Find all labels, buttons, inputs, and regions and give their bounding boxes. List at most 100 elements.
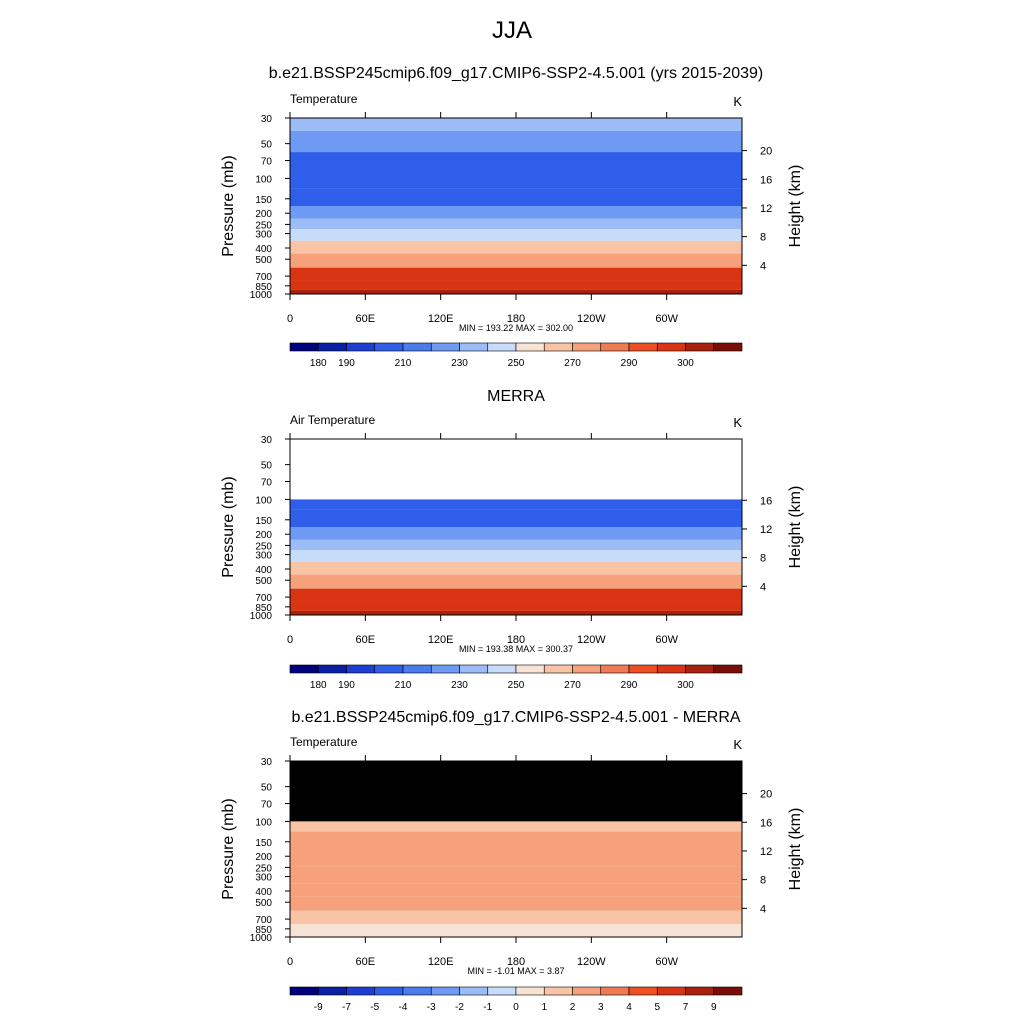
- y-tick-label: 700: [255, 593, 272, 604]
- y2-tick-label: 12: [760, 203, 772, 215]
- field-band: [290, 831, 742, 849]
- colorbar-label: 210: [395, 680, 412, 691]
- colorbar-label: 230: [451, 358, 468, 369]
- y-tick-label: 850: [255, 282, 272, 293]
- y-tick-label: 850: [255, 603, 272, 614]
- colorbar-box: [402, 664, 432, 674]
- y2-axis-title: Height (km): [787, 165, 804, 248]
- units-label: K: [733, 737, 742, 752]
- y-tick-label: 200: [255, 209, 272, 220]
- field-band: [290, 169, 742, 189]
- field-band: [290, 280, 742, 290]
- field-band: [290, 218, 742, 229]
- y-axis-title: Pressure (mb): [220, 798, 237, 899]
- field-band: [290, 549, 742, 562]
- y-tick-label: 700: [255, 272, 272, 283]
- field-band: [290, 240, 742, 254]
- units-label: K: [733, 94, 742, 109]
- colorbar-box: [713, 342, 743, 352]
- field-band: [290, 253, 742, 268]
- x-tick-label: 180: [507, 313, 525, 325]
- y-tick-label: 200: [255, 530, 272, 541]
- y2-tick-label: 12: [760, 846, 772, 858]
- colorbar-box: [600, 342, 630, 352]
- y2-tick-label: 8: [760, 232, 766, 244]
- y2-tick-label: 20: [760, 789, 772, 801]
- missing-region: [290, 439, 742, 500]
- colorbar-label: 180: [310, 358, 327, 369]
- y-tick-label: 70: [261, 157, 273, 168]
- colorbar-box: [430, 342, 460, 352]
- colorbar-box: [515, 664, 545, 674]
- x-tick-label: 60W: [655, 313, 678, 325]
- y2-tick-label: 16: [760, 174, 772, 186]
- colorbar-box: [317, 986, 347, 996]
- y2-tick-label: 16: [760, 495, 772, 507]
- y2-tick-label: 4: [760, 581, 766, 593]
- field-band: [290, 527, 742, 540]
- colorbar-box: [487, 342, 517, 352]
- panel-1: b.e21.BSSP245cmip6.f09_g17.CMIP6-SSP2-4.…: [220, 65, 804, 369]
- y-tick-label: 50: [261, 140, 273, 151]
- field-band: [290, 539, 742, 550]
- field-band: [290, 821, 742, 832]
- y-tick-label: 150: [255, 516, 272, 527]
- field-band: [290, 923, 742, 933]
- colorbar-label: 2: [570, 1002, 576, 1013]
- colorbar-label: 210: [395, 358, 412, 369]
- stats-label: MIN = -1.01 MAX = 3.87: [467, 966, 564, 976]
- field-band: [290, 601, 742, 611]
- y2-tick-label: 8: [760, 875, 766, 887]
- field-band: [290, 883, 742, 897]
- field-band: [290, 561, 742, 575]
- panel-title: b.e21.BSSP245cmip6.f09_g17.CMIP6-SSP2-4.…: [291, 709, 740, 726]
- y-tick-label: 200: [255, 852, 272, 863]
- y-tick-label: 1000: [250, 611, 273, 622]
- x-tick-label: 0: [287, 313, 293, 325]
- stats-label: MIN = 193.22 MAX = 302.00: [459, 323, 573, 333]
- stats-label: MIN = 193.38 MAX = 300.37: [459, 644, 573, 654]
- colorbar-box: [430, 664, 460, 674]
- colorbar-label: -9: [314, 1002, 323, 1013]
- colorbar-box: [374, 342, 404, 352]
- y-tick-label: 500: [255, 576, 272, 587]
- y-tick-label: 250: [255, 541, 272, 552]
- y-tick-label: 100: [255, 495, 272, 506]
- field-band: [290, 849, 742, 867]
- colorbar-box: [572, 342, 602, 352]
- colorbar-label: -1: [483, 1002, 492, 1013]
- colorbar-label: 4: [626, 1002, 632, 1013]
- x-tick-label: 60E: [356, 634, 376, 646]
- y-tick-label: 100: [255, 817, 272, 828]
- y2-tick-label: 20: [760, 146, 772, 158]
- y-tick-label: 300: [255, 230, 272, 241]
- colorbar-label: 3: [598, 1002, 604, 1013]
- field-band: [290, 509, 742, 527]
- colorbar-label: -7: [342, 1002, 351, 1013]
- colorbar-box: [346, 664, 376, 674]
- y-tick-label: 150: [255, 195, 272, 206]
- colorbar-box: [374, 986, 404, 996]
- field-band: [290, 152, 742, 170]
- colorbar-box: [515, 342, 545, 352]
- x-tick-label: 60W: [655, 956, 678, 968]
- colorbar-label: 290: [621, 680, 638, 691]
- x-tick-label: 180: [507, 634, 525, 646]
- missing-region: [290, 761, 742, 822]
- y-tick-label: 70: [261, 800, 273, 811]
- colorbar-box: [685, 664, 715, 674]
- y-tick-label: 70: [261, 478, 273, 489]
- x-tick-label: 120E: [428, 634, 454, 646]
- x-tick-label: 120W: [577, 634, 606, 646]
- field-label: Temperature: [290, 92, 358, 106]
- y-tick-label: 400: [255, 887, 272, 898]
- colorbar-box: [656, 664, 686, 674]
- colorbar-box: [600, 986, 630, 996]
- y2-tick-label: 16: [760, 817, 772, 829]
- colorbar-label: -2: [455, 1002, 464, 1013]
- colorbar-box: [289, 986, 319, 996]
- colorbar-box: [600, 664, 630, 674]
- x-tick-label: 60W: [655, 634, 678, 646]
